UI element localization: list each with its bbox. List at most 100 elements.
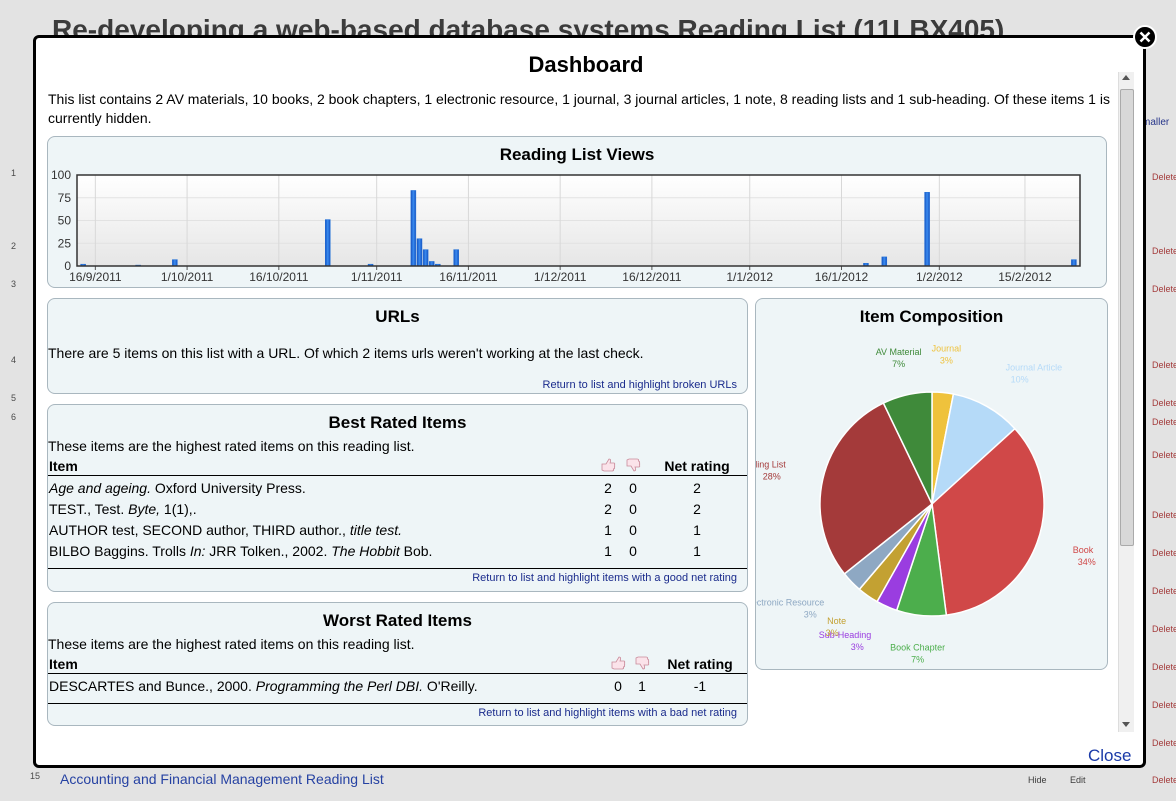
close-link[interactable]: Close — [1088, 746, 1132, 765]
plot-frame — [76, 174, 1081, 267]
delete-link[interactable]: Delete — [1152, 700, 1176, 710]
delete-link[interactable]: Delete — [1152, 450, 1176, 460]
citation-part: AUTHOR test, SECOND author, THIRD author… — [49, 522, 350, 538]
item-citation: TEST., Test. Byte, 1(1),. — [49, 501, 197, 517]
delete-link[interactable]: Delete — [1152, 360, 1176, 370]
row-number: 5 — [11, 393, 17, 403]
pie-slice — [930, 393, 1016, 507]
net-rating: 1 — [693, 522, 701, 538]
x-tick-label: 16/11/2011 — [439, 270, 498, 284]
background-fragment: maller — [1142, 117, 1170, 128]
delete-link[interactable]: Delete — [1152, 775, 1176, 785]
footer-rule — [48, 568, 747, 569]
pie-slice — [931, 427, 1045, 616]
y-tick-label: 0 — [64, 259, 71, 273]
citation-part: The Hobbit — [331, 543, 400, 559]
scrollbar[interactable] — [1118, 72, 1134, 732]
x-tick-label: 16/12/2011 — [622, 270, 681, 284]
item-citation: BILBO Baggins. Trolls In: JRR Tolken., 2… — [49, 543, 432, 559]
citation-part: Bob. — [399, 543, 433, 559]
thumbs-down-count: 0 — [629, 480, 637, 496]
row-number: 15 — [30, 771, 41, 781]
scroll-thumb[interactable] — [1120, 89, 1134, 546]
header-rule — [48, 673, 747, 674]
header-rule — [48, 475, 747, 476]
delete-link[interactable]: Delete — [1152, 510, 1176, 520]
thumbs-up-count: 2 — [604, 480, 612, 496]
y-tick-label: 100 — [51, 168, 71, 182]
slice-label: Book Chapter — [890, 642, 945, 652]
x-tick-label: 1/12/2011 — [534, 270, 587, 284]
pie-slice — [819, 402, 933, 575]
y-tick-label: 50 — [58, 214, 72, 228]
delete-link[interactable]: Delete — [1152, 624, 1176, 634]
x-tick-label: 16/10/2011 — [249, 270, 308, 284]
thumbs-up-icon — [601, 458, 616, 472]
worst-rated-panel: Worst Rated Items These items are the hi… — [47, 602, 748, 726]
row-number: 3 — [11, 279, 17, 289]
row-number: 1 — [11, 168, 17, 178]
citation-part: 1(1),. — [160, 501, 197, 517]
column-header: Net rating — [664, 458, 730, 474]
urls-text: There are 5 items on this list with a UR… — [48, 345, 644, 361]
y-tick-label: 25 — [58, 236, 72, 250]
worst-rated-link[interactable]: Return to list and highlight items with … — [478, 707, 737, 719]
citation-part: TEST., Test. — [49, 501, 129, 517]
x-tick-label: 16/1/2012 — [815, 270, 869, 284]
delete-link[interactable]: Delete — [1152, 738, 1176, 748]
citation-part: Oxford University Press. — [150, 480, 306, 496]
urls-link[interactable]: Return to list and highlight broken URLs — [542, 379, 737, 391]
slice-label: Book — [1073, 545, 1094, 555]
delete-link[interactable]: Delete — [1152, 172, 1176, 182]
best-rated-panel: Best Rated Items These items are the hig… — [47, 404, 748, 592]
bar — [881, 256, 888, 267]
delete-link[interactable]: Delete — [1152, 246, 1176, 256]
x-tick-label: 1/10/2011 — [161, 270, 214, 284]
slice-label: AV Material — [876, 347, 922, 357]
composition-panel: Item Composition Journal 3% Journal Articl… — [755, 298, 1108, 670]
citation-part: JRR Tolken., 2002. — [205, 543, 332, 559]
scroll-down[interactable] — [1122, 722, 1130, 727]
thumbs-up-count: 2 — [604, 501, 612, 517]
slice-label: Journal Article — [1006, 362, 1063, 372]
slice-percent: 28% — [763, 472, 781, 482]
slice-label: Reading List — [756, 460, 786, 470]
panel-title: Item Composition — [859, 307, 1004, 326]
delete-link[interactable]: Delete — [1152, 284, 1176, 294]
net-rating: 2 — [693, 501, 701, 517]
edit-link[interactable]: Edit — [1070, 775, 1086, 785]
slice-percent: 7% — [911, 654, 924, 664]
net-rating: 1 — [693, 543, 701, 559]
slice-percent: 34% — [1078, 557, 1096, 567]
urls-panel: URLs There are 5 items on this list with… — [47, 298, 748, 394]
dialog-title: Dashboard — [528, 52, 644, 77]
item-citation: DESCARTES and Bunce., 2000. Programming … — [49, 678, 478, 694]
delete-link[interactable]: Delete — [1152, 548, 1176, 558]
bar — [924, 192, 930, 267]
delete-link[interactable]: Delete — [1152, 662, 1176, 672]
x-tick-label: 1/11/2011 — [351, 270, 403, 284]
bar — [422, 249, 429, 267]
list-item-link[interactable]: Accounting and Financial Management Read… — [60, 771, 384, 787]
close-button[interactable] — [1132, 24, 1158, 50]
x-tick-label: 1/1/2012 — [726, 270, 773, 284]
citation-part: Age and ageing. — [49, 480, 151, 496]
net-rating: -1 — [693, 678, 707, 694]
delete-link[interactable]: Delete — [1152, 398, 1176, 408]
scroll-up[interactable] — [1122, 75, 1130, 80]
delete-link[interactable]: Delete — [1152, 417, 1176, 427]
column-header: Item — [49, 656, 78, 672]
slice-label: Sub-Heading — [819, 630, 872, 640]
panel-title: Worst Rated Items — [323, 611, 472, 630]
thumbs-up-count: 1 — [604, 543, 612, 559]
net-rating: 2 — [693, 480, 701, 496]
row-number: 4 — [11, 355, 17, 365]
item-citation: AUTHOR test, SECOND author, THIRD author… — [49, 522, 402, 538]
hide-link[interactable]: Hide — [1028, 775, 1047, 785]
citation-part: Byte, — [128, 501, 161, 517]
best-rated-link[interactable]: Return to list and highlight items with … — [472, 572, 737, 584]
delete-link[interactable]: Delete — [1152, 586, 1176, 596]
close-x — [1139, 31, 1151, 43]
slice-label: Journal — [932, 344, 962, 354]
thumbs-down-count: 0 — [629, 543, 637, 559]
